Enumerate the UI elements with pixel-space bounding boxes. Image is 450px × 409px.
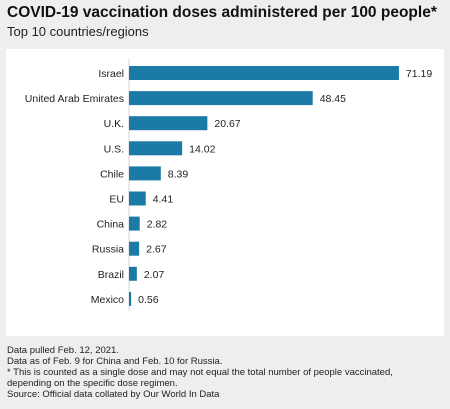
footnote-data-as-of: Data as of Feb. 9 for China and Feb. 10 … bbox=[7, 356, 223, 367]
bar bbox=[129, 141, 183, 156]
chart-panel: Israel 71.19 United Arab Emirates 48.45 U.K.… bbox=[6, 49, 444, 336]
bar bbox=[129, 266, 137, 281]
value-label: 14.02 bbox=[189, 143, 215, 155]
bar-chart: Israel 71.19 United Arab Emirates 48.45 U.K.… bbox=[25, 59, 432, 311]
bar bbox=[129, 66, 399, 80]
category-label: EU bbox=[109, 194, 124, 206]
bar bbox=[129, 91, 313, 106]
category-label: Chile bbox=[100, 168, 124, 180]
value-label: 2.67 bbox=[146, 244, 167, 256]
footnotes: Data pulled Feb. 12, 2021. Data as of Fe… bbox=[7, 345, 447, 400]
category-label: Israel bbox=[98, 68, 124, 80]
bar bbox=[129, 166, 161, 181]
bar bbox=[129, 216, 140, 231]
footnote-asterisk-cont: depending on the specific dose regimen. bbox=[7, 378, 178, 389]
bar bbox=[129, 241, 140, 256]
category-label: China bbox=[97, 219, 125, 231]
category-label: Brazil bbox=[98, 269, 124, 281]
bar bbox=[129, 191, 146, 206]
value-label: 8.39 bbox=[168, 168, 189, 180]
value-label: 71.19 bbox=[406, 68, 432, 80]
value-label: 0.56 bbox=[138, 294, 159, 306]
category-label: Mexico bbox=[91, 294, 124, 306]
footnote-data-pulled: Data pulled Feb. 12, 2021. bbox=[7, 345, 119, 356]
value-label: 2.82 bbox=[147, 219, 168, 231]
bar bbox=[129, 116, 208, 131]
category-label: Russia bbox=[92, 244, 124, 256]
category-label: U.S. bbox=[104, 143, 124, 155]
value-label: 48.45 bbox=[320, 93, 346, 105]
chart-subtitle: Top 10 countries/regions bbox=[7, 24, 149, 39]
value-label: 4.41 bbox=[153, 194, 174, 206]
category-label: United Arab Emirates bbox=[25, 93, 124, 105]
footnote-source: Source: Official data collated by Our Wo… bbox=[7, 389, 220, 400]
chart-title: COVID-19 vaccination doses administered … bbox=[7, 4, 437, 21]
value-label: 2.07 bbox=[144, 269, 165, 281]
category-label: U.K. bbox=[104, 118, 124, 130]
footnote-asterisk: * This is counted as a single dose and m… bbox=[7, 367, 393, 378]
bar bbox=[129, 291, 132, 306]
value-label: 20.67 bbox=[214, 118, 240, 130]
